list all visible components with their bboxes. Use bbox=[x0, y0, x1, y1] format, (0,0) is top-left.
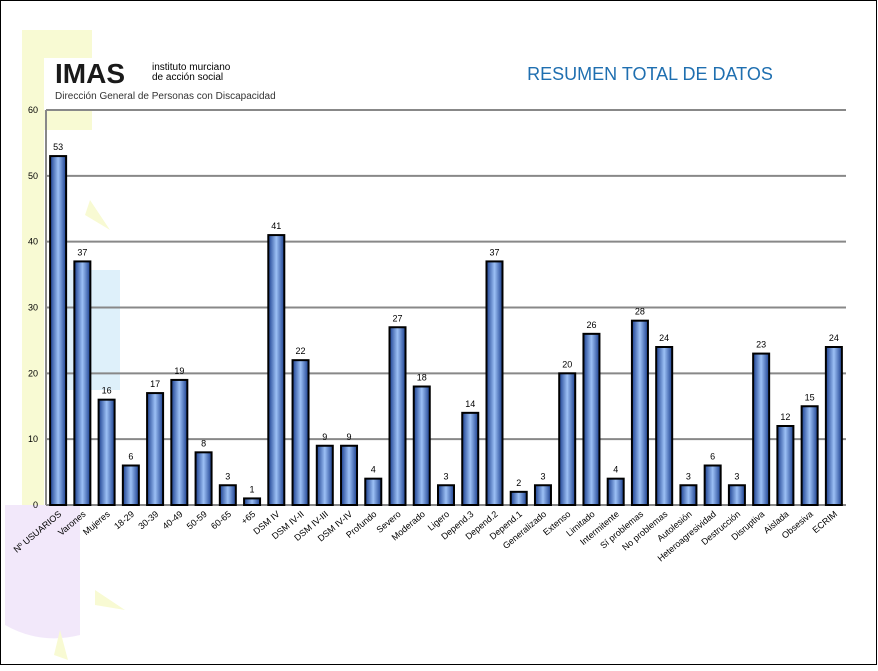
value-label: 6 bbox=[128, 452, 133, 462]
value-label: 28 bbox=[635, 307, 645, 317]
bar bbox=[679, 484, 698, 506]
value-label: 2 bbox=[516, 478, 521, 488]
value-label: 3 bbox=[734, 471, 739, 481]
bar bbox=[776, 425, 795, 506]
chart-title: RESUMEN TOTAL DE DATOS bbox=[527, 64, 773, 84]
y-tick-label: 60 bbox=[28, 105, 38, 115]
value-label: 19 bbox=[174, 366, 184, 376]
logo-subtitle: Dirección General de Personas con Discap… bbox=[55, 91, 276, 102]
bar bbox=[800, 405, 819, 506]
value-label: 6 bbox=[710, 452, 715, 462]
bar bbox=[315, 444, 334, 506]
bar bbox=[727, 484, 746, 506]
bar bbox=[194, 451, 213, 507]
value-label: 4 bbox=[371, 465, 376, 475]
bar bbox=[170, 378, 189, 506]
bar bbox=[655, 346, 674, 506]
value-label: 16 bbox=[102, 386, 112, 396]
value-label: 14 bbox=[465, 399, 475, 409]
bar bbox=[582, 332, 601, 507]
bar bbox=[437, 484, 455, 506]
bar bbox=[121, 464, 140, 506]
bar bbox=[146, 392, 165, 507]
bar bbox=[243, 497, 262, 506]
value-label: 41 bbox=[271, 221, 281, 231]
bar bbox=[49, 155, 68, 506]
y-tick-label: 30 bbox=[28, 303, 38, 313]
bar bbox=[558, 372, 577, 507]
value-label: 23 bbox=[756, 340, 766, 350]
value-label: 3 bbox=[540, 471, 545, 481]
bar bbox=[340, 444, 359, 506]
bar bbox=[412, 385, 431, 506]
bar bbox=[533, 484, 552, 506]
value-label: 1 bbox=[250, 484, 255, 494]
bar bbox=[388, 326, 407, 506]
bar bbox=[485, 260, 504, 506]
value-label: 8 bbox=[201, 438, 206, 448]
logo-mark: IMAS bbox=[55, 58, 125, 89]
y-tick-label: 50 bbox=[28, 171, 38, 181]
bar bbox=[267, 234, 286, 506]
y-tick-label: 10 bbox=[28, 434, 38, 444]
value-label: 18 bbox=[417, 373, 427, 383]
bar bbox=[97, 398, 116, 506]
bar bbox=[630, 319, 649, 506]
value-label: 24 bbox=[659, 333, 669, 343]
y-tick-label: 20 bbox=[28, 368, 38, 378]
value-label: 20 bbox=[562, 359, 572, 369]
value-label: 4 bbox=[613, 465, 618, 475]
value-label: 3 bbox=[686, 471, 691, 481]
bar bbox=[364, 477, 383, 506]
bar bbox=[509, 490, 528, 507]
value-label: 12 bbox=[780, 412, 790, 422]
value-label: 37 bbox=[77, 247, 87, 257]
value-label: 15 bbox=[805, 392, 815, 402]
value-label: 27 bbox=[393, 313, 403, 323]
value-label: 3 bbox=[225, 471, 230, 481]
value-label: 22 bbox=[296, 346, 306, 356]
bar bbox=[606, 477, 625, 506]
value-label: 26 bbox=[586, 320, 596, 330]
value-label: 9 bbox=[347, 432, 352, 442]
bar bbox=[752, 352, 771, 507]
value-label: 24 bbox=[829, 333, 839, 343]
value-label: 17 bbox=[150, 379, 160, 389]
logo-line: instituto murciano bbox=[152, 62, 231, 73]
bar bbox=[291, 359, 310, 506]
value-label: 53 bbox=[53, 142, 63, 152]
y-tick-label: 0 bbox=[33, 500, 38, 510]
value-label: 37 bbox=[489, 247, 499, 257]
logo-line: de acción social bbox=[152, 72, 223, 83]
bar bbox=[218, 484, 237, 506]
bar bbox=[824, 346, 843, 506]
y-tick-label: 40 bbox=[28, 237, 38, 247]
value-label: 9 bbox=[322, 432, 327, 442]
value-label: 3 bbox=[443, 471, 448, 481]
bar bbox=[461, 411, 480, 507]
bar bbox=[73, 260, 92, 506]
bar bbox=[703, 464, 722, 506]
